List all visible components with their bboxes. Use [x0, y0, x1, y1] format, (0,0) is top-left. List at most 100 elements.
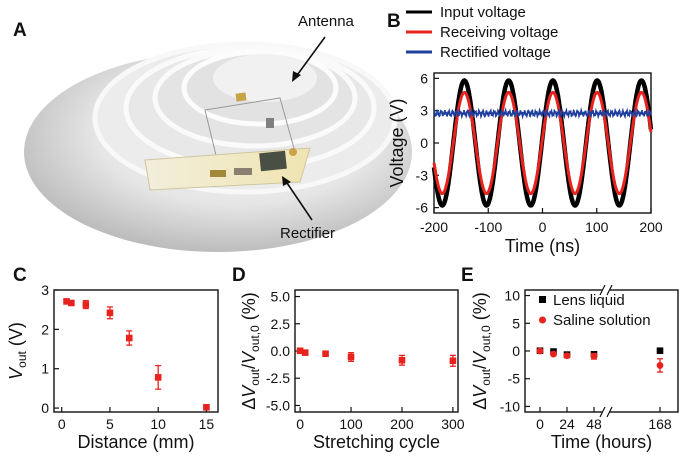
panel-d-y-axis-title: ΔVout/Vout,0 (%) — [239, 292, 262, 409]
panel-b-x-axis-title: Time (ns) — [505, 236, 580, 256]
panel-d-x-axis-title: Stretching cycle — [313, 432, 440, 452]
panel-c-data-point — [125, 334, 133, 342]
panel-e-ytick-label: -10 — [500, 398, 520, 414]
panel-c-data-point — [63, 298, 70, 305]
panel-d-xtick-label: 300 — [441, 416, 465, 432]
panel-c-xtick-label: 15 — [199, 416, 215, 432]
panel-c-xtick-label: 5 — [106, 416, 114, 432]
panel-b-y-axis-title: Voltage (V) — [387, 98, 407, 187]
panel-d-ytick-label: 2.5 — [271, 316, 291, 332]
panel-a-illustration: Antenna Rectifier — [24, 13, 412, 252]
antenna-pad — [235, 92, 247, 102]
panel-e-x-axis-title: Time (hours) — [551, 432, 652, 452]
panel-b-series-line — [432, 90, 653, 196]
panel-e-y-axis-title: ΔVout/Vout,0 (%) — [470, 292, 493, 409]
panel-b-chart: -200 -100 0 100 200 -6 -3 0 3 6 Time (ns) Voltage (… — [387, 4, 663, 256]
panel-d-ytick-label: -2.5 — [266, 370, 290, 386]
rectifier-pad-1 — [210, 170, 226, 177]
antenna-callout: Antenna — [298, 13, 355, 30]
panel-c-x-axis-title: Distance (mm) — [77, 432, 194, 452]
panel-d-xtick-label: 100 — [339, 416, 363, 432]
panel-e-axis-break-mark — [606, 406, 613, 418]
panel-e-axis-break-mark — [606, 284, 613, 296]
panel-e-ytick-label: 5 — [512, 315, 520, 331]
panel-c-xtick-label: 10 — [150, 416, 166, 432]
panel-c-data-point — [106, 309, 114, 317]
panel-b-ytick-label: -3 — [416, 167, 429, 183]
panel-e-axis-break-mark — [599, 284, 606, 296]
panel-e-legend-swatch — [539, 316, 546, 324]
panel-b-ytick-label: 0 — [420, 135, 428, 151]
panel-c-axes-frame — [53, 289, 219, 413]
panel-e-xtick-label: 48 — [586, 416, 602, 432]
rectifier-pad-2 — [234, 168, 252, 175]
panel-e-data-point — [590, 352, 598, 360]
panel-e-xtick-label: 24 — [559, 416, 575, 432]
panel-e-legend-swatch — [539, 296, 546, 303]
panel-c-chart: 0 5 10 15 0 1 2 3 Distance (mm) Vout (V) — [6, 282, 219, 452]
rectifier-arrowhead — [282, 176, 291, 186]
panel-c-ytick-label: 1 — [41, 361, 49, 377]
panel-d-data-point — [322, 350, 329, 358]
panel-e-axis-break-mark — [599, 406, 606, 418]
panel-b-xtick-label: 100 — [585, 219, 609, 235]
panel-d-data-point — [296, 347, 304, 355]
panel-c-ytick-label: 3 — [41, 282, 49, 298]
panel-b-series-line — [433, 107, 652, 120]
panel-b-xtick-label: 200 — [639, 219, 663, 235]
panel-label-b: B — [387, 11, 401, 32]
panel-e-chart: 0 24 48 168 10 5 0 -5 -10 Time (hours) ΔVout/Vout,… — [470, 284, 679, 452]
panel-e-axis-break-gap — [602, 409, 610, 415]
panel-e-legend-label: Saline solution — [553, 312, 651, 329]
panel-d-data-point — [301, 349, 309, 356]
panel-d-xtick-label: 0 — [296, 416, 304, 432]
panel-e-ytick-label: 0 — [512, 343, 520, 359]
panel-c-data-point — [82, 301, 90, 308]
panel-label-c: C — [13, 265, 27, 286]
panel-label-a: A — [13, 20, 27, 41]
panel-c-data-point — [68, 299, 75, 307]
panel-e-legend-label: Lens liquid — [553, 292, 625, 309]
panel-b-ytick-label: 6 — [420, 70, 428, 86]
panel-b-ytick-label: -6 — [416, 200, 429, 216]
panel-e-axis-break-gap — [602, 287, 610, 293]
panel-label-e: E — [461, 265, 474, 286]
panel-b-legend-label: Receiving voltage — [440, 24, 558, 41]
panel-c-xtick-label: 0 — [58, 416, 66, 432]
panel-e-data-point — [550, 350, 557, 358]
panel-b-xtick-label: -200 — [420, 219, 448, 235]
panel-e-ytick-label: -5 — [508, 371, 521, 387]
antenna-arrowhead — [292, 71, 301, 82]
rectifier-contact — [289, 148, 297, 156]
panel-c-y-axis-title: Vout (V) — [6, 322, 29, 380]
panel-e-xtick-label: 0 — [536, 416, 544, 432]
panel-c-ytick-label: 2 — [41, 321, 49, 337]
panel-b-ytick-label: 3 — [420, 103, 428, 119]
rectifier-callout: Rectifier — [280, 225, 335, 242]
panel-d-ytick-label: -5.0 — [266, 397, 290, 413]
panel-d-xtick-label: 200 — [390, 416, 414, 432]
panel-d-axes-frame — [294, 289, 459, 413]
panel-e-xtick-label: 168 — [648, 416, 672, 432]
panel-e-data-point — [656, 362, 664, 369]
panel-c-ytick-label: 0 — [41, 400, 49, 416]
panel-d-data-point — [398, 356, 406, 364]
panel-c-data-point — [154, 374, 162, 381]
panel-b-legend-label: Rectified voltage — [440, 44, 551, 61]
panel-d-chart: 0 100 200 300 5.0 2.5 0.0 -2.5 -5.0 Stretching cy… — [239, 289, 465, 452]
panel-d-ytick-label: 0.0 — [271, 343, 291, 359]
panel-label-d: D — [232, 265, 246, 286]
rectifier-chip — [259, 150, 287, 172]
panel-e-ytick-label: 10 — [504, 288, 520, 304]
panel-e-data-point — [563, 352, 571, 360]
panel-b-xtick-label: 0 — [539, 219, 547, 235]
panel-c-data-point — [203, 403, 210, 411]
panel-e-data-point — [536, 347, 544, 355]
antenna-arrow — [294, 36, 326, 79]
panel-d-data-point — [347, 353, 355, 361]
rectifier-arrow — [284, 179, 313, 221]
panel-e-data-point — [656, 347, 664, 355]
panel-b-xtick-label: -100 — [474, 219, 502, 235]
